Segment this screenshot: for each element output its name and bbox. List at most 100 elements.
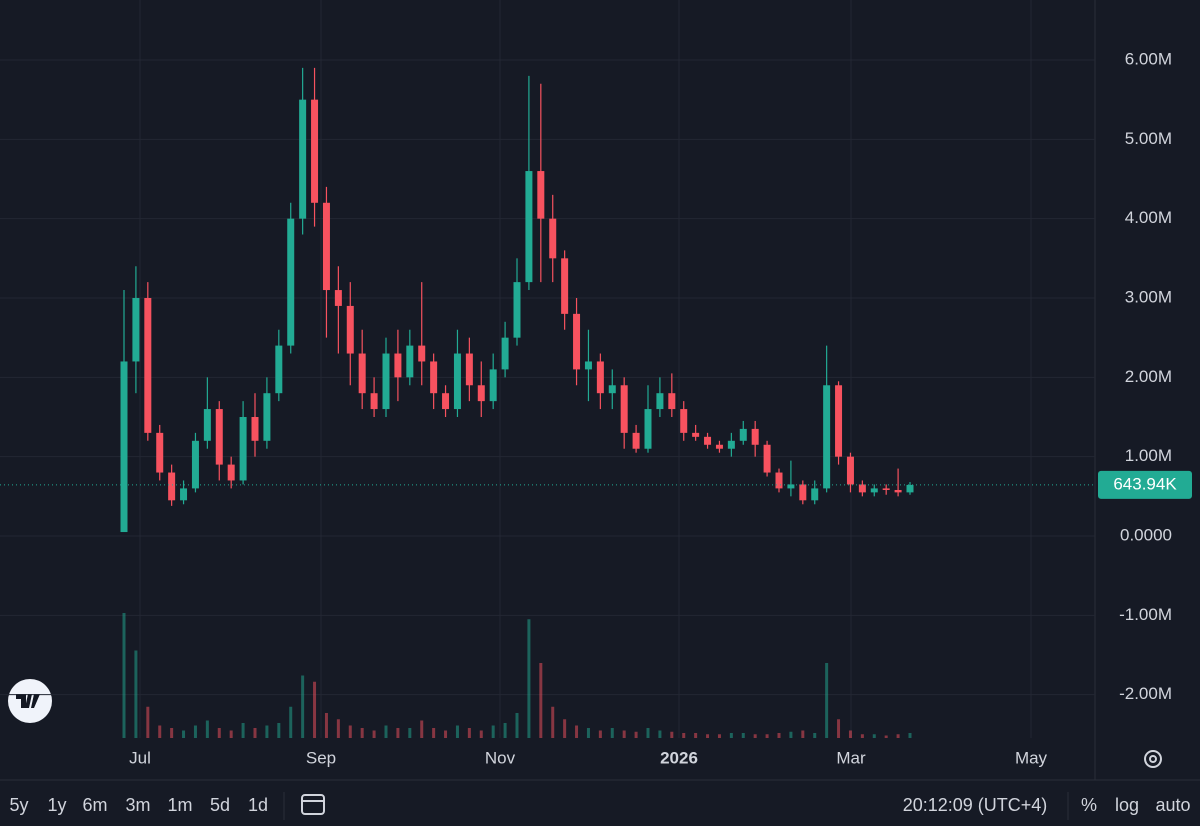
- candle-body: [442, 393, 450, 410]
- candle-body: [858, 484, 866, 493]
- candle-body: [322, 202, 330, 291]
- candle-body: [573, 313, 581, 370]
- tv-logo[interactable]: [8, 679, 52, 723]
- volume-bar: [193, 725, 197, 738]
- candle-body: [263, 393, 271, 441]
- settings-button[interactable]: [1144, 750, 1162, 768]
- candle-body: [311, 99, 319, 203]
- volume-bar: [253, 728, 257, 738]
- candle-body: [287, 218, 295, 346]
- range-button[interactable]: 1m: [167, 795, 192, 815]
- y-tick-label: 4.00M: [1125, 208, 1172, 227]
- candle-body: [191, 440, 199, 489]
- x-tick-label: Mar: [836, 748, 866, 767]
- volume-bar: [837, 719, 841, 738]
- candle-body: [692, 432, 700, 437]
- candle-body: [418, 345, 426, 362]
- candle-body: [180, 488, 188, 501]
- candle-body: [644, 409, 652, 449]
- volume-bar: [444, 730, 448, 738]
- range-button[interactable]: 1d: [248, 795, 268, 815]
- volume-bar: [884, 735, 888, 738]
- volume-bar: [205, 720, 209, 738]
- volume-bar: [717, 734, 721, 738]
- volume-bar: [610, 728, 614, 738]
- candle-body: [549, 218, 557, 259]
- x-tick-label: 2026: [660, 748, 698, 767]
- volume-bar: [146, 706, 150, 738]
- candle-body: [715, 444, 723, 449]
- x-tick-label: May: [1015, 748, 1048, 767]
- candle-body: [525, 171, 533, 283]
- volume-bar: [408, 728, 412, 738]
- range-button[interactable]: 5d: [210, 795, 230, 815]
- y-tick-label: 5.00M: [1125, 129, 1172, 148]
- candle-body: [727, 440, 735, 449]
- candle-body: [227, 464, 235, 481]
- candle-body: [668, 393, 676, 410]
- volume-bar: [170, 728, 174, 738]
- candle-body: [561, 258, 569, 314]
- volume-bar: [908, 733, 912, 738]
- volume-bar: [622, 730, 626, 738]
- candle-body: [477, 385, 485, 402]
- candle-body: [406, 345, 414, 378]
- date-range-button[interactable]: [301, 794, 325, 815]
- range-button[interactable]: 1y: [47, 795, 66, 815]
- candle-body: [358, 353, 366, 394]
- candle-body: [382, 353, 390, 410]
- volume-bar: [301, 675, 305, 738]
- candle-body: [120, 361, 128, 533]
- volume-bar: [217, 728, 221, 738]
- candle-body: [787, 484, 795, 489]
- candle-body: [465, 353, 473, 386]
- volume-bar: [634, 731, 638, 738]
- range-button[interactable]: 3m: [125, 795, 150, 815]
- candle-body: [894, 489, 902, 493]
- candle-body: [620, 385, 628, 433]
- range-button[interactable]: 5y: [9, 795, 28, 815]
- candle-body: [251, 416, 259, 441]
- volume-bar: [813, 733, 817, 738]
- candle-body: [370, 393, 378, 410]
- candle-body: [882, 488, 890, 490]
- volume-bar: [753, 734, 757, 738]
- gear-center: [1149, 755, 1157, 763]
- y-tick-label: 2.00M: [1125, 367, 1172, 386]
- volume-bar: [825, 663, 829, 738]
- volume-bar: [336, 719, 340, 738]
- clock[interactable]: 20:12:09 (UTC+4): [903, 795, 1048, 815]
- candle-body: [132, 297, 140, 362]
- volume-bar: [182, 730, 186, 738]
- volume-bar: [491, 725, 495, 738]
- option-button[interactable]: log: [1115, 795, 1139, 815]
- volume-bar: [646, 728, 650, 738]
- volume-bar: [277, 723, 281, 738]
- volume-bar: [158, 725, 162, 738]
- volume-bar: [313, 681, 317, 738]
- candle-body: [239, 416, 247, 481]
- option-button[interactable]: auto: [1155, 795, 1190, 815]
- x-tick-label: Nov: [485, 748, 516, 767]
- range-button[interactable]: 6m: [82, 795, 107, 815]
- candle-body: [811, 488, 819, 501]
- volume-bar: [860, 734, 864, 738]
- candle-body: [584, 361, 592, 370]
- candle-body: [835, 385, 843, 457]
- calendar-icon[interactable]: [301, 794, 325, 815]
- volume-bar: [896, 734, 900, 738]
- volume-bar: [503, 723, 507, 738]
- volume-bar: [479, 730, 483, 738]
- volume-bar: [348, 725, 352, 738]
- y-tick-label: 3.00M: [1125, 287, 1172, 306]
- volume-bar: [694, 733, 698, 738]
- candle-body: [168, 472, 176, 501]
- candle-body: [656, 393, 664, 410]
- option-button[interactable]: %: [1081, 795, 1097, 815]
- volume-bar: [586, 728, 590, 738]
- candle-body: [596, 361, 604, 394]
- gear-icon[interactable]: [1144, 750, 1162, 768]
- candle-body: [453, 353, 461, 410]
- volume-bar: [563, 719, 567, 738]
- volume-bar: [789, 731, 793, 738]
